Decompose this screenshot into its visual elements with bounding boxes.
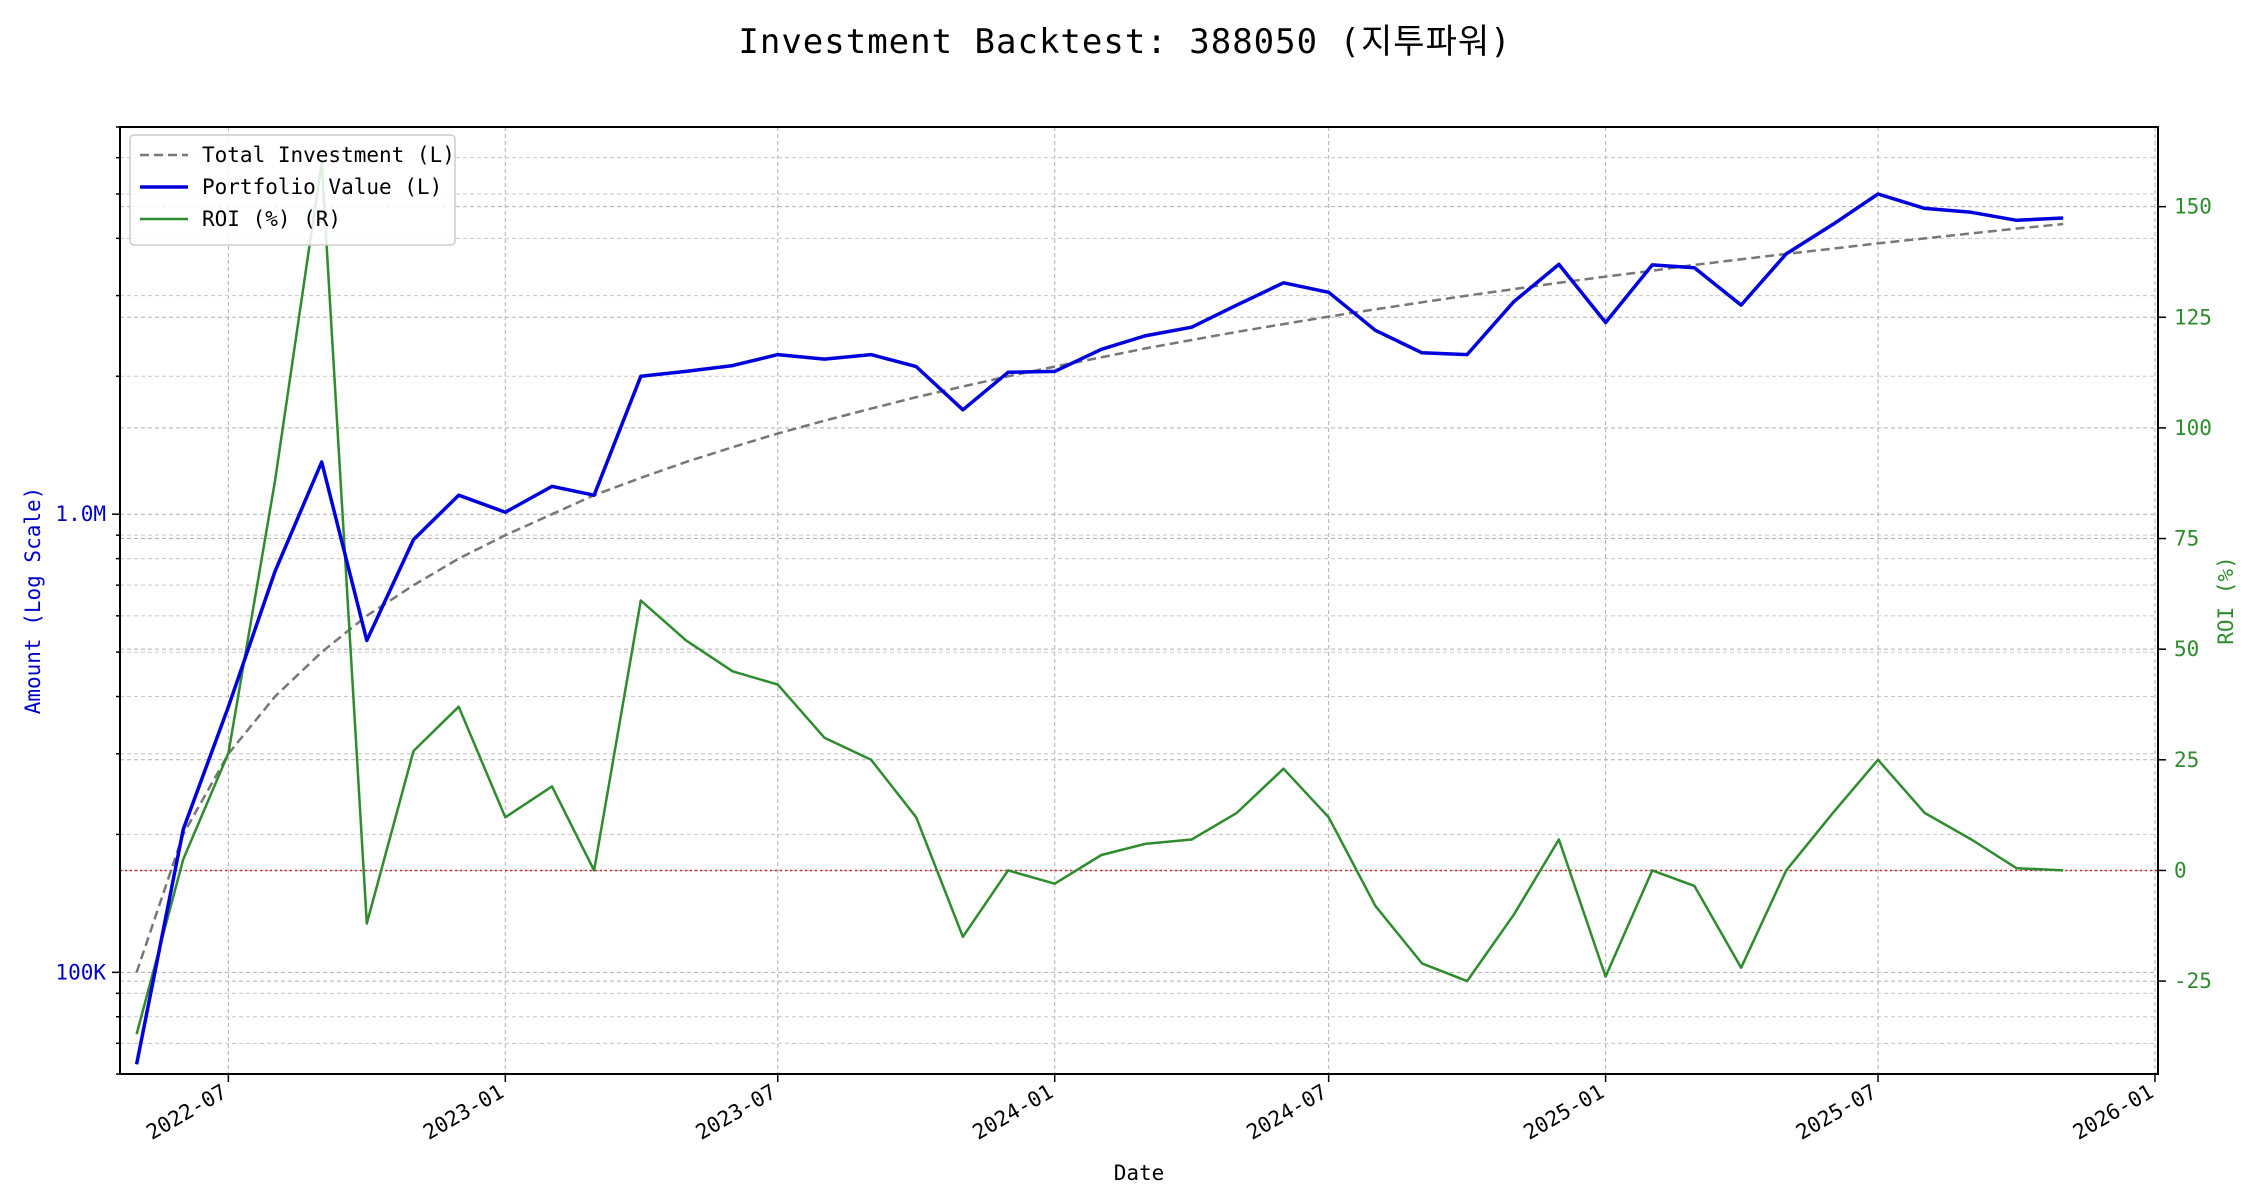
roi-line xyxy=(135,161,2064,1035)
right-tick-label: 150 xyxy=(2174,195,2212,219)
chart-title: Investment Backtest: 388050 (지투파워) xyxy=(738,22,1512,62)
legend-label: ROI (%) (R) xyxy=(202,207,341,231)
left-tick-label: 100K xyxy=(55,960,106,984)
right-tick-label: 75 xyxy=(2174,527,2199,551)
x-tick-label: 2022-07 xyxy=(142,1080,231,1145)
legend: Total Investment (L) Portfolio Value (L) R… xyxy=(129,134,456,246)
legend-label: Portfolio Value (L) xyxy=(202,175,442,199)
x-tick-label: 2023-01 xyxy=(419,1080,508,1145)
left-axis-label: Amount (Log Scale) xyxy=(21,487,45,715)
grid xyxy=(120,126,2158,1075)
x-tick-label: 2025-07 xyxy=(1792,1080,1881,1145)
right-tick-label: 100 xyxy=(2174,416,2212,440)
left-axis: 100K 1.0M xyxy=(55,126,120,1075)
right-tick-label: 25 xyxy=(2174,748,2199,772)
x-tick-label: 2023-07 xyxy=(692,1080,781,1145)
right-tick-label: 0 xyxy=(2174,858,2187,882)
x-axis-label: Date xyxy=(1114,1161,1165,1185)
left-tick-label: 1.0M xyxy=(55,502,106,526)
x-tick-label: 2024-07 xyxy=(1242,1080,1331,1145)
right-tick-label: 50 xyxy=(2174,637,2199,661)
plot-frame xyxy=(119,126,2159,1075)
total-investment-line xyxy=(135,222,2064,973)
x-tick-label: 2026-01 xyxy=(2069,1080,2158,1145)
right-tick-label: -25 xyxy=(2174,969,2212,993)
portfolio-value-line xyxy=(134,192,2064,1065)
legend-box xyxy=(129,134,456,246)
right-axis-label: ROI (%) xyxy=(2214,556,2238,645)
x-tick-label: 2024-01 xyxy=(969,1080,1058,1145)
right-tick-label: 125 xyxy=(2174,305,2212,329)
right-axis: -25 0 25 50 75 100 125 150 xyxy=(2158,195,2212,993)
series-lines xyxy=(134,161,2064,1065)
x-axis: 2022-07 2023-01 2023-07 2024-01 2024-07 2025-… xyxy=(142,1074,2157,1145)
legend-label: Total Investment (L) xyxy=(202,143,455,167)
x-tick-label: 2025-01 xyxy=(1519,1080,1608,1145)
